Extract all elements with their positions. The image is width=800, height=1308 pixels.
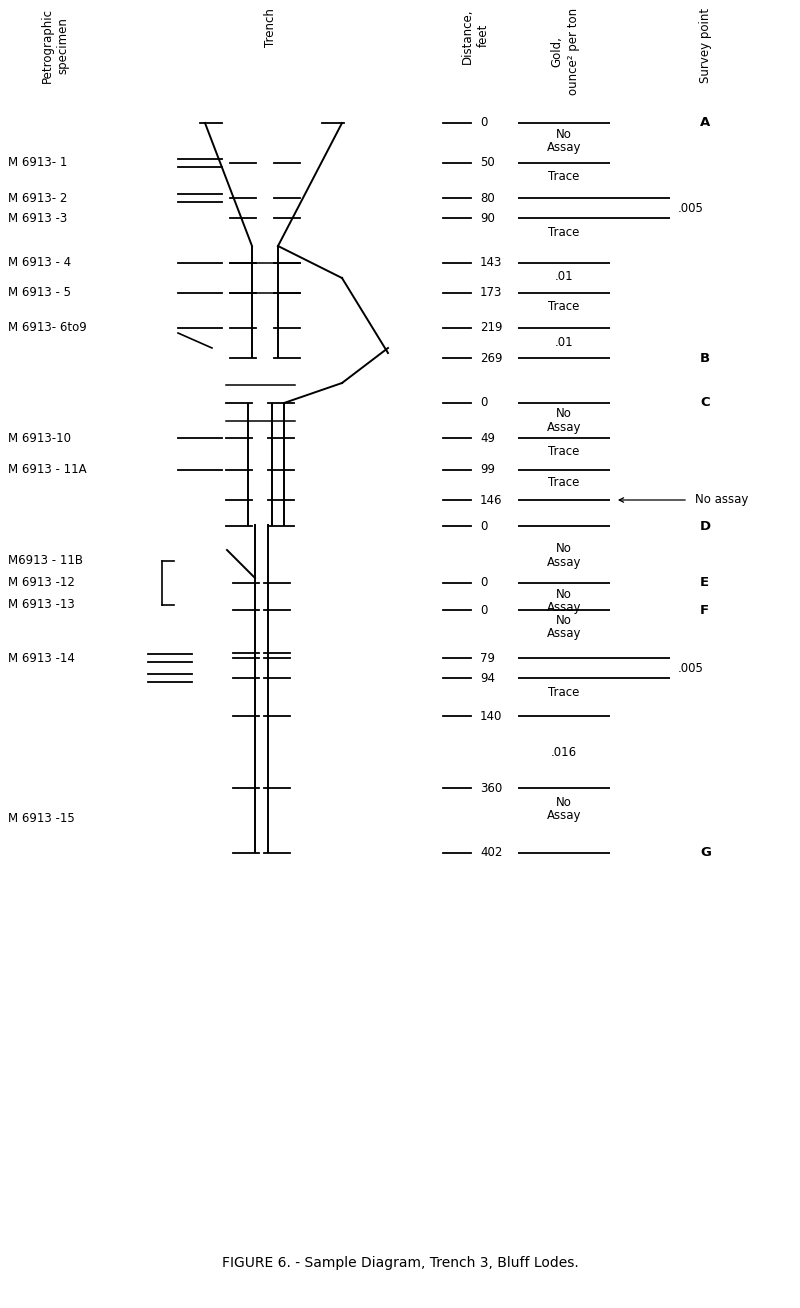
Text: C: C bbox=[700, 396, 710, 409]
Text: 173: 173 bbox=[480, 286, 502, 300]
Text: 143: 143 bbox=[480, 256, 502, 269]
Text: Trace: Trace bbox=[548, 225, 580, 238]
Text: M 6913- 1: M 6913- 1 bbox=[8, 157, 67, 170]
Text: Assay: Assay bbox=[546, 140, 582, 153]
Text: Petrographic
specimen: Petrographic specimen bbox=[41, 8, 70, 82]
Text: 99: 99 bbox=[480, 463, 495, 476]
Text: 0: 0 bbox=[480, 603, 487, 616]
Text: Trace: Trace bbox=[548, 170, 580, 183]
Text: G: G bbox=[700, 846, 711, 859]
Text: 80: 80 bbox=[480, 191, 494, 204]
Text: M 6913 - 11A: M 6913 - 11A bbox=[8, 463, 86, 476]
Text: 269: 269 bbox=[480, 352, 502, 365]
Text: 0: 0 bbox=[480, 577, 487, 590]
Text: No: No bbox=[556, 408, 572, 420]
Text: 146: 146 bbox=[480, 493, 502, 506]
Text: .01: .01 bbox=[554, 269, 574, 283]
Text: Trace: Trace bbox=[548, 445, 580, 458]
Text: Trench: Trench bbox=[263, 8, 277, 47]
Text: M 6913 -3: M 6913 -3 bbox=[8, 212, 67, 225]
Text: M 6913- 6to9: M 6913- 6to9 bbox=[8, 322, 86, 335]
Text: M 6913- 2: M 6913- 2 bbox=[8, 191, 67, 204]
Text: 79: 79 bbox=[480, 651, 495, 664]
Text: No: No bbox=[556, 795, 572, 808]
Text: M6913 - 11B: M6913 - 11B bbox=[8, 555, 83, 568]
Text: No: No bbox=[556, 615, 572, 628]
Text: FIGURE 6. - Sample Diagram, Trench 3, Bluff Lodes.: FIGURE 6. - Sample Diagram, Trench 3, Bl… bbox=[222, 1256, 578, 1270]
Text: Assay: Assay bbox=[546, 808, 582, 821]
Text: 0: 0 bbox=[480, 396, 487, 409]
Text: 49: 49 bbox=[480, 432, 495, 445]
Text: M 6913 -14: M 6913 -14 bbox=[8, 651, 75, 664]
Text: 50: 50 bbox=[480, 157, 494, 170]
Text: D: D bbox=[700, 519, 711, 532]
Text: M 6913 -15: M 6913 -15 bbox=[8, 811, 74, 824]
Text: M 6913 - 4: M 6913 - 4 bbox=[8, 256, 71, 269]
Text: .016: .016 bbox=[551, 746, 577, 759]
Text: 219: 219 bbox=[480, 322, 502, 335]
Text: 94: 94 bbox=[480, 671, 495, 684]
Text: A: A bbox=[700, 116, 710, 129]
Text: 360: 360 bbox=[480, 781, 502, 794]
Text: M 6913 -13: M 6913 -13 bbox=[8, 599, 74, 612]
Text: Distance,
feet: Distance, feet bbox=[461, 8, 490, 64]
Text: Trace: Trace bbox=[548, 685, 580, 698]
Text: Trace: Trace bbox=[548, 476, 580, 489]
Text: .005: .005 bbox=[678, 201, 704, 215]
Text: 402: 402 bbox=[480, 846, 502, 859]
Text: Survey point: Survey point bbox=[698, 8, 711, 84]
Text: No: No bbox=[556, 127, 572, 140]
Text: Trace: Trace bbox=[548, 301, 580, 314]
Text: Assay: Assay bbox=[546, 628, 582, 641]
Text: .01: .01 bbox=[554, 335, 574, 348]
Text: F: F bbox=[700, 603, 709, 616]
Text: No: No bbox=[556, 587, 572, 600]
Text: Gold,
ounce² per ton: Gold, ounce² per ton bbox=[550, 8, 579, 95]
Text: Assay: Assay bbox=[546, 420, 582, 433]
Text: 140: 140 bbox=[480, 709, 502, 722]
Text: No: No bbox=[556, 542, 572, 555]
Text: No assay: No assay bbox=[695, 493, 748, 506]
Text: 0: 0 bbox=[480, 116, 487, 129]
Text: M 6913 - 5: M 6913 - 5 bbox=[8, 286, 71, 300]
Text: B: B bbox=[700, 352, 710, 365]
Text: 0: 0 bbox=[480, 519, 487, 532]
Text: Assay: Assay bbox=[546, 600, 582, 613]
Text: .005: .005 bbox=[678, 662, 704, 675]
Text: E: E bbox=[700, 577, 709, 590]
Text: M 6913-10: M 6913-10 bbox=[8, 432, 71, 445]
Text: Assay: Assay bbox=[546, 556, 582, 569]
Text: 90: 90 bbox=[480, 212, 495, 225]
Text: M 6913 -12: M 6913 -12 bbox=[8, 577, 75, 590]
